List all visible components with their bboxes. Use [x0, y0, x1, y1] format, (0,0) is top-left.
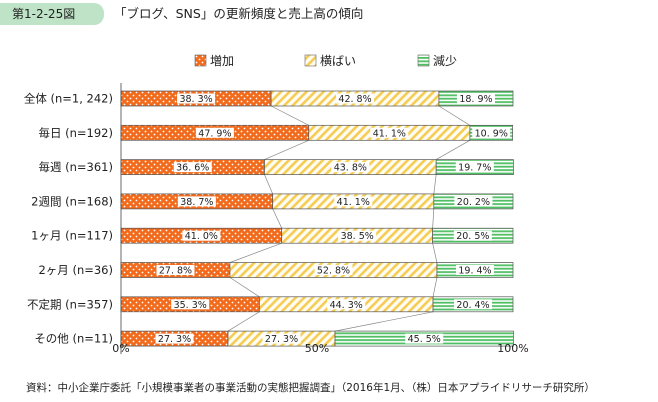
connector-line	[264, 139, 309, 160]
bar-row: 1ヶ月 (n=117) 41. 0% 38. 5% 20. 5%	[31, 227, 514, 244]
legend-label: 減少	[433, 53, 457, 68]
data-label: 38. 7%	[180, 197, 213, 208]
source-note: 資料：中小企業庁委託「小規模事業者の事業活動の実態把握調査」（2016年1月、（…	[26, 382, 595, 394]
connector-line	[227, 311, 260, 332]
tick-label: 100%	[497, 342, 528, 355]
connector-line	[229, 242, 282, 263]
data-label-bg	[171, 299, 210, 310]
data-label: 41. 0%	[185, 231, 218, 242]
x-axis: 0% 50% 100%	[112, 83, 529, 355]
tick-label: 0%	[112, 342, 129, 355]
bar-row: 全体 (n=1, 242) 38. 3% 42. 8% 18. 9%	[24, 90, 514, 107]
category-label: 2週間 (n=168)	[31, 194, 113, 208]
data-label: 41. 1%	[337, 197, 370, 208]
bar-row: 2ヶ月 (n=36) 27. 8% 52. 8% 19. 4%	[38, 262, 514, 278]
data-label-bg	[155, 333, 194, 344]
connector-line	[270, 105, 309, 126]
data-label: 20. 4%	[456, 300, 489, 311]
legend-item: 減少	[417, 53, 457, 68]
figure-number: 第1-2-25図	[0, 3, 104, 25]
data-label-bg	[336, 93, 375, 104]
data-label-bg	[177, 196, 216, 207]
legend-label: 横ばい	[320, 54, 356, 68]
data-label-bg	[455, 162, 494, 173]
legend-swatch	[417, 54, 430, 67]
data-label: 52. 8%	[317, 266, 350, 277]
connector-line	[432, 243, 438, 263]
bar-row: 2週間 (n=168) 38. 7% 41. 1% 20. 2%	[31, 193, 514, 210]
data-label-bg	[472, 127, 511, 138]
connector-line	[272, 208, 283, 229]
data-label: 20. 2%	[457, 197, 490, 208]
data-label-bg	[455, 265, 494, 275]
bar-row: 毎週 (n=361) 36. 6% 43. 8% 19. 7%	[38, 159, 514, 175]
data-label-bg	[338, 230, 377, 241]
figure-header: 第1-2-25図 「ブログ、SNS」の更新頻度と売上高の傾向	[0, 0, 658, 30]
data-label: 27. 3%	[158, 334, 191, 345]
connector-line	[229, 277, 260, 298]
legend-label: 増加	[210, 54, 234, 68]
category-label: 2ヶ月 (n=36)	[38, 263, 113, 277]
category-label: 不定期 (n=357)	[27, 297, 113, 311]
category-label: 全体 (n=1, 242)	[24, 92, 113, 106]
stacked-bar-chart: 増加 横ばい 減少 全体 (n=1, 242) 38. 3% 42. 8% 18. 9% 毎…	[24, 53, 529, 355]
bar-row: 毎日 (n=192) 47. 9% 41. 1% 10. 9%	[38, 124, 513, 141]
legend-item: 横ばい	[304, 54, 356, 68]
category-label: 毎週 (n=361)	[38, 160, 113, 174]
category-label: 毎日 (n=192)	[38, 126, 113, 140]
data-label-bg	[177, 93, 216, 104]
data-label: 19. 4%	[458, 266, 491, 277]
data-label: 19. 7%	[458, 163, 491, 174]
connector-line	[264, 174, 274, 195]
data-label: 36. 6%	[176, 163, 209, 174]
data-label-bg	[454, 196, 493, 207]
bar-row: その他 (n=11) 27. 3% 27. 3% 45. 5%	[34, 330, 514, 347]
data-label-bg	[314, 265, 353, 275]
data-label-bg	[453, 230, 492, 241]
category-label: 1ヶ月 (n=117)	[31, 229, 113, 243]
data-label: 47. 9%	[198, 128, 231, 139]
data-label: 44. 3%	[330, 300, 363, 311]
legend: 増加 横ばい 減少	[194, 53, 457, 68]
data-label-bg	[327, 299, 366, 310]
data-label-bg	[456, 93, 495, 104]
data-label: 38. 3%	[179, 94, 212, 105]
data-label: 20. 5%	[456, 231, 489, 242]
legend-swatch	[304, 54, 317, 67]
figure-title: 「ブログ、SNS」の更新頻度と売上高の傾向	[114, 6, 364, 21]
data-label-bg	[370, 127, 409, 138]
data-label: 41. 1%	[373, 128, 406, 139]
category-label: その他 (n=11)	[34, 332, 113, 346]
tick-label: 50%	[305, 342, 329, 355]
data-label: 18. 9%	[459, 94, 492, 105]
connector-line	[438, 105, 471, 126]
bars: 全体 (n=1, 242) 38. 3% 42. 8% 18. 9% 毎日 (n=192…	[24, 90, 514, 347]
legend-item: 増加	[194, 54, 234, 68]
data-label-bg	[156, 265, 195, 275]
connector-line	[334, 311, 434, 332]
data-label-bg	[334, 196, 373, 207]
data-label: 35. 3%	[174, 300, 207, 311]
data-label-bg	[262, 333, 301, 344]
connector-line	[432, 208, 435, 229]
connector-line	[432, 277, 438, 297]
connector-line	[435, 139, 471, 160]
data-label-bg	[454, 299, 493, 310]
connector-lines	[227, 105, 471, 332]
data-label-bg	[405, 333, 444, 344]
bar-row: 不定期 (n=357) 35. 3% 44. 3% 20. 4%	[27, 296, 514, 313]
data-label-bg	[182, 230, 221, 241]
data-label: 10. 9%	[475, 128, 508, 139]
data-label: 43. 8%	[334, 163, 367, 174]
data-label-bg	[173, 162, 212, 173]
data-label: 27. 3%	[265, 334, 298, 345]
data-label: 45. 5%	[408, 334, 441, 345]
data-label: 38. 5%	[341, 231, 374, 242]
data-label: 27. 8%	[159, 266, 192, 277]
data-label: 42. 8%	[338, 94, 371, 105]
connector-line	[433, 174, 437, 194]
data-label-bg	[195, 127, 234, 138]
data-label-bg	[331, 162, 370, 173]
legend-swatch	[194, 54, 207, 67]
